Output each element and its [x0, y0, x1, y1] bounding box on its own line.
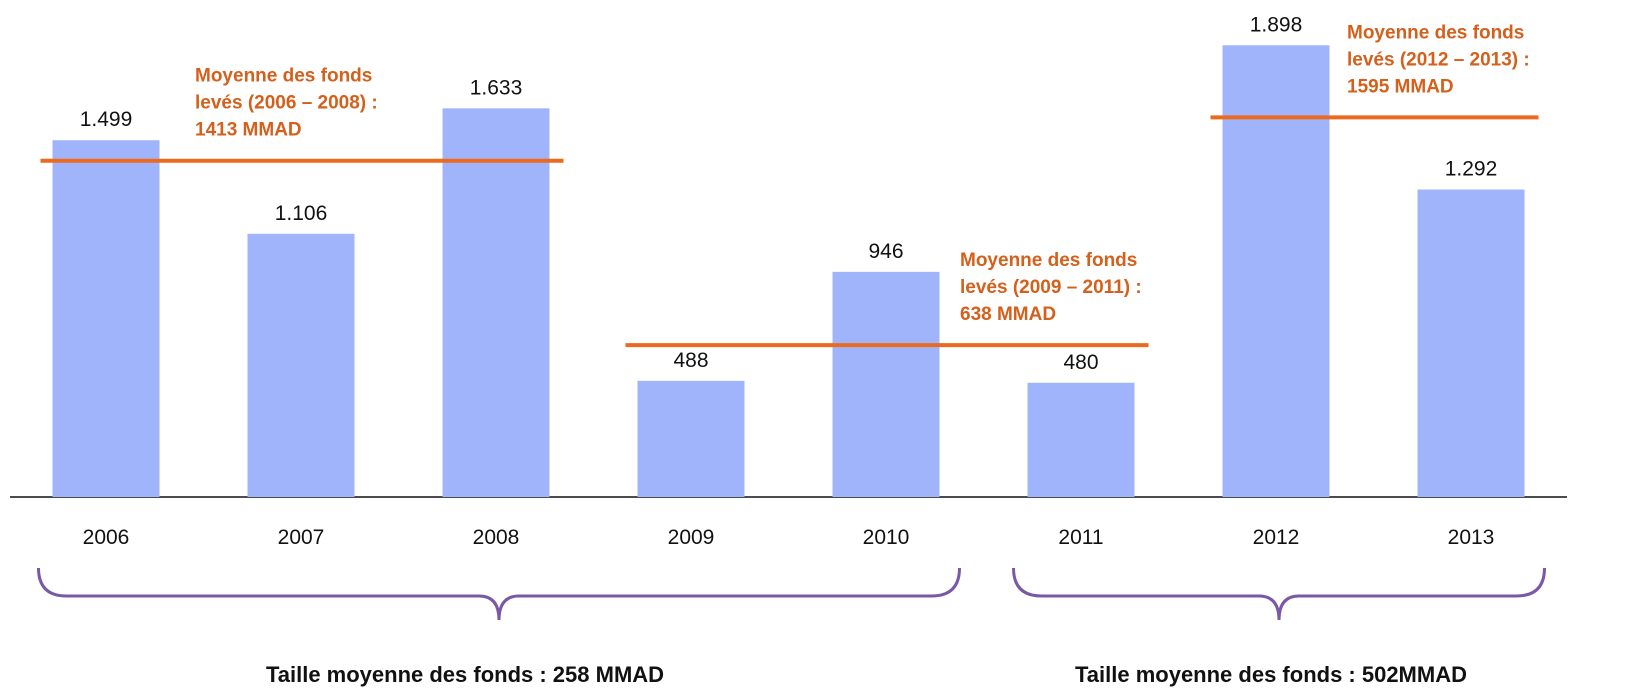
bar — [832, 271, 940, 497]
x-tick-label: 2012 — [1253, 526, 1300, 549]
average-label: 1595 MMAD — [1347, 76, 1454, 97]
x-tick-label: 2010 — [863, 526, 910, 549]
x-tick-label: 2007 — [278, 526, 325, 549]
value-label: 1.292 — [1445, 158, 1498, 181]
average-label: Moyenne des fonds — [960, 250, 1137, 271]
average-label: Moyenne des fonds — [1347, 22, 1524, 43]
bar — [637, 380, 745, 497]
value-label: 1.898 — [1250, 13, 1303, 36]
bar — [1417, 189, 1525, 497]
average-label: 1413 MMAD — [195, 120, 302, 141]
bar — [52, 140, 160, 497]
value-label: 480 — [1063, 351, 1098, 374]
average-label: levés (2012 – 2013) : — [1347, 49, 1530, 70]
value-label: 946 — [868, 240, 903, 263]
brace — [37, 567, 961, 621]
average-label: Moyenne des fonds — [195, 66, 372, 87]
bar — [442, 108, 550, 497]
x-tick-label: 2008 — [473, 526, 520, 549]
average-label: 638 MMAD — [960, 304, 1056, 325]
brace — [1012, 567, 1546, 621]
average-label: levés (2009 – 2011) : — [960, 277, 1142, 298]
x-tick-label: 2011 — [1058, 526, 1103, 549]
group-label: Taille moyenne des fonds : 502MMAD — [1075, 662, 1467, 687]
bar — [247, 233, 355, 497]
value-label: 488 — [673, 349, 708, 372]
group-label: Taille moyenne des fonds : 258 MMAD — [266, 662, 664, 687]
value-label: 1.499 — [80, 108, 133, 131]
value-label: 1.633 — [470, 76, 523, 99]
x-tick-label: 2013 — [1448, 526, 1495, 549]
bar — [1222, 45, 1330, 497]
value-label: 1.106 — [275, 202, 328, 225]
x-tick-label: 2009 — [668, 526, 715, 549]
average-label: levés (2006 – 2008) : — [195, 93, 378, 114]
bar — [1027, 382, 1135, 497]
x-tick-label: 2006 — [83, 526, 130, 549]
